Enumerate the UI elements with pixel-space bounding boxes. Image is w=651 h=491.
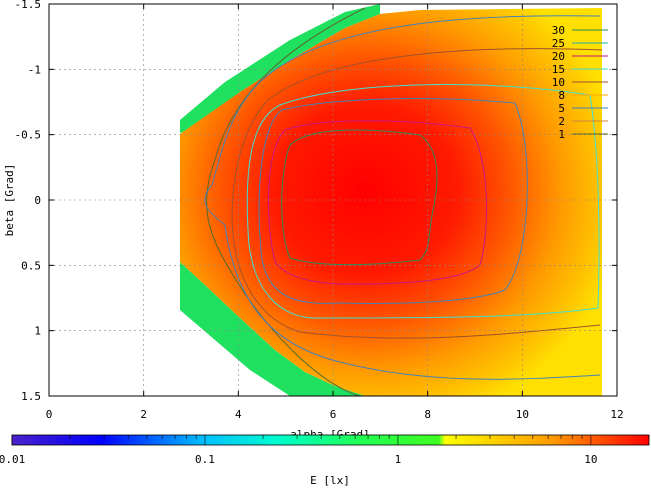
colorbar-tick-label: 0.01 <box>0 453 25 466</box>
legend-label: 5 <box>558 102 565 115</box>
contour-line-15 <box>258 98 528 304</box>
heatmap-main-field <box>180 8 602 396</box>
y-tick-label: -1 <box>28 63 41 76</box>
legend-label: 20 <box>552 50 565 63</box>
y-tick-label: -1.5 <box>15 0 42 11</box>
legend-label: 15 <box>552 63 565 76</box>
x-tick-label: 10 <box>516 408 529 421</box>
colorbar <box>11 434 650 446</box>
heatmap-edge-low-bottom <box>180 262 365 396</box>
legend-label: 25 <box>552 37 565 50</box>
x-axis: 0 2 4 6 8 10 12 <box>46 4 624 421</box>
heatmap-field <box>180 4 602 396</box>
legend-label: 8 <box>558 89 565 102</box>
y-tick-label: 0.5 <box>21 259 41 272</box>
legend-label: 10 <box>552 76 565 89</box>
grid-lines <box>49 4 617 396</box>
colorbar-tick-label: 0.1 <box>195 453 215 466</box>
y-tick-label: 1.5 <box>21 390 41 403</box>
colorbar-axis: 0.01 0.1 1 10 <box>0 435 650 466</box>
contour-line-20 <box>267 120 488 285</box>
y-tick-label: -0.5 <box>15 129 42 142</box>
x-tick-label: 0 <box>46 408 53 421</box>
contour-lines <box>204 7 603 396</box>
contour-line-30 <box>281 129 438 266</box>
colorbar-tick-label: 10 <box>584 453 597 466</box>
legend-label: 2 <box>558 115 565 128</box>
x-tick-label: 2 <box>140 408 147 421</box>
contour-line-10 <box>246 84 600 319</box>
legend-label: 30 <box>552 24 565 37</box>
contour-line-1 <box>206 7 366 396</box>
contour-line-2 <box>204 15 601 380</box>
y-tick-label: 0 <box>34 194 41 207</box>
y-tick-label: 1 <box>34 325 41 338</box>
legend-label: 1 <box>558 128 565 141</box>
contour-line-5 <box>231 48 603 339</box>
colorbar-title: E [lx] <box>310 474 350 486</box>
y-axis: -1.5 -1 -0.5 0 0.5 1 1.5 <box>15 0 617 403</box>
x-tick-label: 8 <box>424 408 431 421</box>
x-tick-label: 12 <box>610 408 623 421</box>
heatmap-edge-low <box>180 4 380 133</box>
y-axis-title: beta [Grad] <box>3 164 16 237</box>
x-tick-label: 6 <box>330 408 337 421</box>
colorbar-tick-label: 1 <box>395 453 402 466</box>
x-tick-label: 4 <box>235 408 242 421</box>
